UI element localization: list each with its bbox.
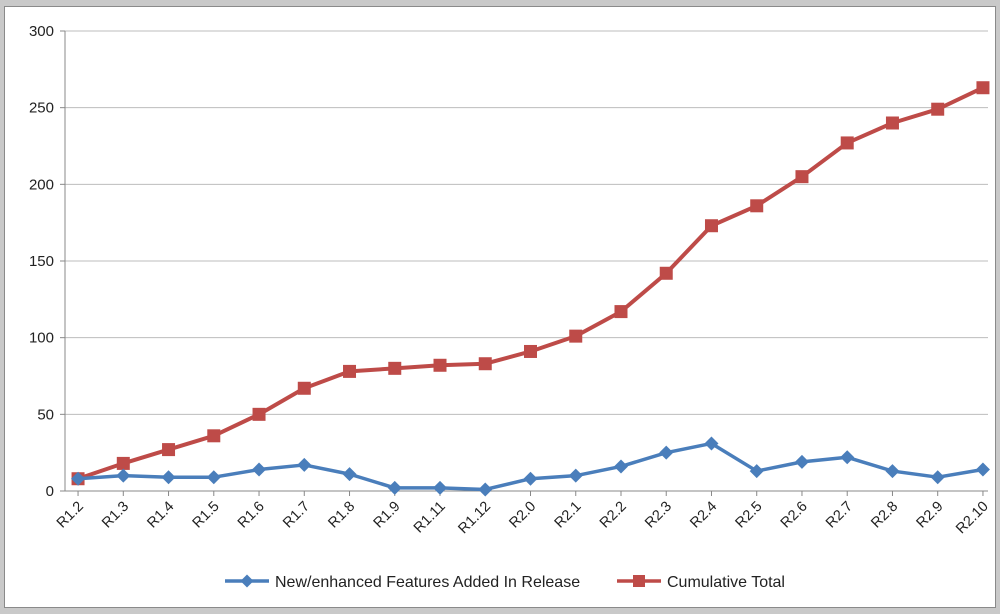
data-point-diamond <box>885 464 900 479</box>
legend-label: Cumulative Total <box>667 574 785 591</box>
x-tick-label: R2.6 <box>778 499 811 532</box>
data-point-diamond <box>840 450 855 465</box>
chart-frame: 0 50 100 150 200 250 300 R1.2 R1.3 R1.4 R1.5 R1.6 R… <box>4 6 996 608</box>
data-point-diamond <box>342 467 357 482</box>
x-tick-label: R1.11 <box>411 499 449 537</box>
x-tick-label: R1.6 <box>235 499 268 532</box>
data-point-square <box>750 199 764 213</box>
x-tick-label: R2.8 <box>868 499 901 532</box>
x-tick-label: R2.10 <box>953 499 992 538</box>
y-tick-label: 300 <box>29 23 54 40</box>
data-point-diamond <box>116 468 131 483</box>
data-point-diamond <box>387 480 402 495</box>
data-point-diamond <box>794 454 809 469</box>
y-tick-label: 0 <box>46 483 54 500</box>
data-point-diamond <box>659 445 674 460</box>
data-point-square <box>116 456 130 470</box>
data-point-square <box>976 81 990 95</box>
data-point-square <box>704 219 718 233</box>
data-point-diamond <box>252 462 267 477</box>
data-point-diamond <box>930 470 945 485</box>
x-tick-label: R2.3 <box>642 499 675 532</box>
data-point-square <box>433 358 447 372</box>
data-point-diamond <box>523 471 538 486</box>
data-point-square <box>343 364 357 378</box>
data-point-square <box>659 266 673 280</box>
x-axis: R1.2 R1.3 R1.4 R1.5 R1.6 R1.7 R1.8 R1.9 R1.11 R1.… <box>54 490 992 538</box>
y-tick-label: 250 <box>29 100 54 117</box>
data-point-square <box>569 329 583 343</box>
data-point-diamond <box>749 464 764 479</box>
x-tick-label: R1.8 <box>325 499 358 532</box>
x-tick-label: R1.5 <box>190 499 223 532</box>
data-point-square <box>478 357 492 371</box>
data-point-square <box>931 102 945 116</box>
data-point-diamond <box>613 459 628 474</box>
data-point-diamond <box>433 480 448 495</box>
data-point-diamond <box>297 457 312 472</box>
data-point-diamond <box>161 470 176 485</box>
data-point-square <box>388 361 402 375</box>
legend-label: New/enhanced Features Added In Release <box>275 574 580 591</box>
legend-marker-square <box>633 575 645 587</box>
data-point-diamond <box>975 462 990 477</box>
x-tick-label: R1.2 <box>54 499 87 532</box>
x-tick-label: R2.7 <box>823 499 856 532</box>
x-tick-label: R1.3 <box>99 499 132 532</box>
data-point-square <box>252 407 266 421</box>
legend-marker-diamond <box>240 574 254 588</box>
x-tick-label: R2.2 <box>597 499 630 532</box>
y-tick-label: 100 <box>29 330 54 347</box>
x-tick-label: R2.0 <box>506 499 539 532</box>
y-tick-label: 150 <box>29 253 54 270</box>
series-features-added <box>71 436 990 497</box>
data-point-diamond <box>206 470 221 485</box>
x-tick-label: R1.4 <box>144 499 177 532</box>
data-point-square <box>162 443 176 457</box>
y-tick-label: 200 <box>29 176 54 193</box>
y-tick-label: 50 <box>37 406 54 423</box>
x-tick-label: R1.12 <box>455 499 494 538</box>
data-point-diamond <box>71 471 86 486</box>
data-point-diamond <box>568 468 583 483</box>
data-point-square <box>614 305 628 319</box>
data-point-square <box>297 381 311 395</box>
series-group <box>71 81 990 497</box>
gridlines <box>65 30 988 492</box>
data-point-square <box>795 170 809 184</box>
legend-item: New/enhanced Features Added In Release <box>225 574 580 591</box>
x-tick-label: R1.9 <box>371 499 404 532</box>
data-point-square <box>207 429 221 443</box>
y-axis: 0 50 100 150 200 250 300 <box>29 23 66 500</box>
data-point-square <box>885 116 899 130</box>
data-point-diamond <box>704 436 719 451</box>
x-tick-label: R2.4 <box>687 499 720 532</box>
x-tick-label: R2.1 <box>552 499 585 532</box>
data-point-square <box>840 136 854 150</box>
series-cumulative-total <box>71 81 990 486</box>
x-tick-label: R2.9 <box>914 499 947 532</box>
x-tick-label: R1.7 <box>280 499 313 532</box>
legend: New/enhanced Features Added In Release Cu… <box>225 574 785 591</box>
data-point-square <box>524 344 537 358</box>
legend-item: Cumulative Total <box>617 574 785 591</box>
data-point-diamond <box>478 482 493 497</box>
x-tick-label: R2.5 <box>733 499 766 532</box>
